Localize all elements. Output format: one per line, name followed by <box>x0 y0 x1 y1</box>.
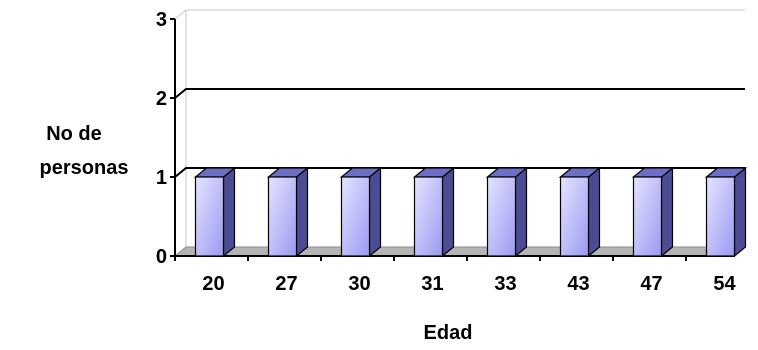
y-axis-label-line2: personas <box>40 157 129 179</box>
x-tick-label: 43 <box>567 273 589 295</box>
bar <box>193 166 237 258</box>
bar <box>339 166 383 258</box>
back-wall-top-edge <box>174 9 745 20</box>
tick-labels: 0 1 2 3 20 27 30 31 33 43 47 54 <box>156 9 737 295</box>
bar-side-face <box>222 166 236 258</box>
bars <box>193 166 748 258</box>
bar <box>704 166 748 258</box>
bar-front-face <box>413 176 444 257</box>
bar <box>631 166 675 258</box>
bar <box>485 166 529 258</box>
y-tick-label: 3 <box>156 9 167 31</box>
bar <box>412 166 456 258</box>
x-tick-label: 30 <box>348 273 370 295</box>
bar-side-face <box>441 166 455 258</box>
gridlines <box>174 88 745 178</box>
y-tick-label: 2 <box>156 88 167 110</box>
bar-front-face <box>705 176 736 257</box>
bar-front-face <box>486 176 517 257</box>
bar-front-face <box>194 176 225 257</box>
x-tick-label: 47 <box>640 273 662 295</box>
bar-front-face <box>632 176 663 257</box>
y-tick-label: 1 <box>156 167 167 189</box>
bar-front-face <box>340 176 371 257</box>
gridline <box>174 167 745 178</box>
bar-front-face <box>559 176 590 257</box>
bar-side-face <box>514 166 528 258</box>
bar-side-face <box>295 166 309 258</box>
plot-back-wall <box>174 9 745 247</box>
y-axis-label-line1: No de <box>46 123 102 145</box>
gridline <box>174 88 745 99</box>
x-axis-label: Edad <box>424 322 473 344</box>
bar-side-face <box>587 166 601 258</box>
x-tick-label: 54 <box>713 273 736 295</box>
bar <box>266 166 310 258</box>
x-tick-label: 33 <box>494 273 516 295</box>
x-tick-label: 27 <box>275 273 297 295</box>
x-tick-label: 31 <box>421 273 443 295</box>
bar-side-face <box>368 166 382 258</box>
bar-front-face <box>267 176 298 257</box>
y-tick-label: 0 <box>156 246 167 268</box>
bar <box>558 166 602 258</box>
bar-side-face <box>660 166 674 258</box>
x-tick-label: 20 <box>202 273 224 295</box>
bar-side-face <box>733 166 747 258</box>
